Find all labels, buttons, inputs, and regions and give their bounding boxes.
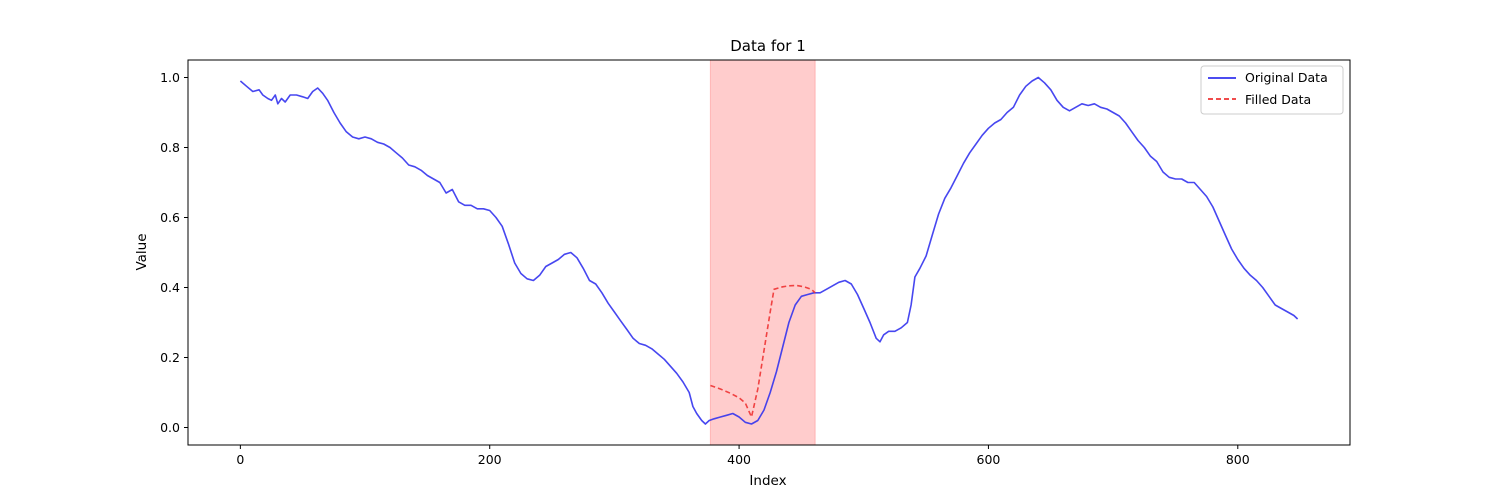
x-tick-label: 200: [478, 452, 502, 467]
x-tick-label: 800: [1226, 452, 1250, 467]
highlight-span: [709, 59, 816, 446]
series-line-original: [239, 76, 1299, 425]
y-tick-label: 0.2: [160, 350, 180, 365]
highlight-span-layer: [709, 59, 816, 446]
y-axis-label: Value: [134, 233, 150, 270]
y-tick-label: 0.6: [160, 210, 180, 225]
legend-label-original: Original Data: [1245, 70, 1328, 85]
y-tick-label: 0.0: [160, 420, 180, 435]
chart-title: Data for 1: [730, 37, 806, 55]
x-tick-label: 0: [236, 452, 244, 467]
y-axis-ticks: 0.0 0.2 0.4 0.6 0.8 1.0: [160, 70, 188, 435]
series-line-filled: [710, 284, 816, 418]
x-axis-label: Index: [749, 473, 786, 489]
legend: Original Data Filled Data: [1200, 65, 1344, 115]
y-tick-label: 0.4: [160, 280, 180, 295]
legend-label-filled: Filled Data: [1245, 92, 1311, 107]
legend-box: [1200, 65, 1344, 115]
y-tick-label: 0.8: [160, 140, 180, 155]
y-tick-label: 1.0: [160, 70, 180, 85]
x-tick-label: 400: [727, 452, 751, 467]
x-axis-ticks: 0 200 400 600 800: [236, 445, 1250, 467]
plot-frame: [187, 59, 1351, 446]
series-layer: [239, 76, 1299, 425]
x-tick-label: 600: [977, 452, 1001, 467]
